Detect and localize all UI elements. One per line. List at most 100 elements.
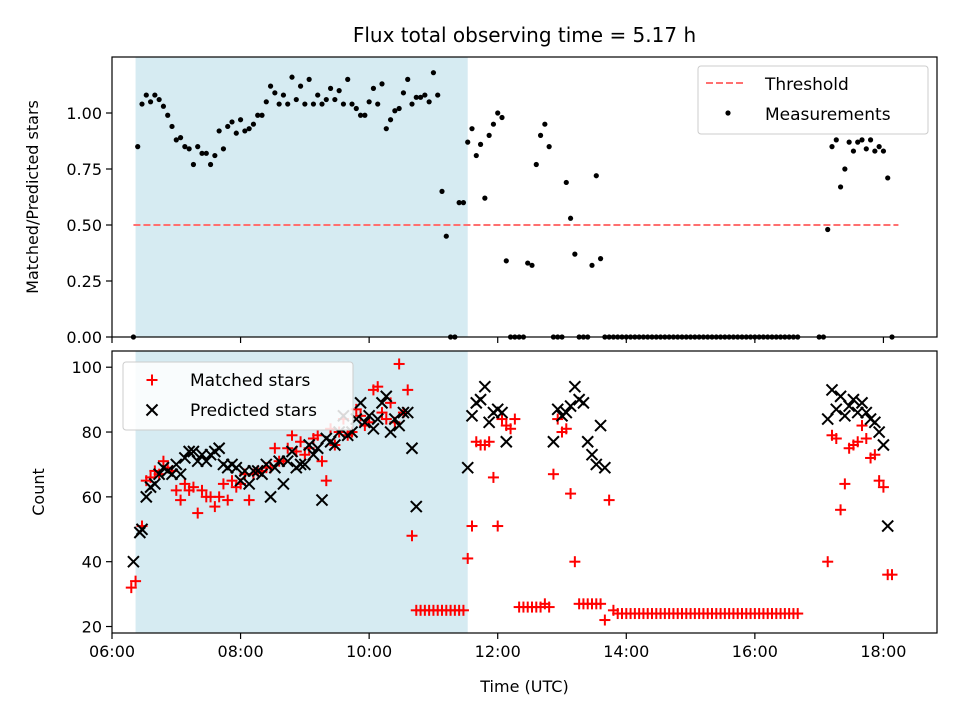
x-tick-label: 14:00 bbox=[603, 642, 649, 661]
predicted-star-point bbox=[397, 406, 410, 419]
measurement-point bbox=[190, 161, 197, 168]
y-tick-label: 100 bbox=[71, 358, 102, 377]
predicted-star-point bbox=[260, 458, 273, 471]
predicted-star-point bbox=[830, 403, 843, 416]
predicted-star-point bbox=[247, 464, 260, 478]
matched-star-point bbox=[393, 358, 405, 370]
count-legend: Matched stars Predicted stars bbox=[122, 361, 354, 431]
cross-stroke-b bbox=[838, 409, 852, 423]
measurement-point bbox=[169, 123, 175, 130]
cross-stroke-b bbox=[140, 490, 153, 504]
measurement-point bbox=[306, 76, 312, 82]
cross-stroke-b bbox=[277, 477, 290, 491]
predicted-star-point bbox=[367, 422, 380, 436]
predicted-star-point bbox=[277, 477, 290, 491]
matched-star-point bbox=[830, 433, 842, 445]
predicted-star-point bbox=[547, 435, 560, 448]
ratio-panel-frame bbox=[111, 56, 938, 338]
cross-stroke-b bbox=[307, 448, 320, 461]
measurement-point bbox=[473, 152, 479, 159]
predicted-star-point bbox=[474, 393, 487, 406]
cross-stroke-b bbox=[170, 458, 183, 471]
legend-matched-label: Matched stars bbox=[190, 371, 310, 391]
x-tick-label: 06:00 bbox=[89, 642, 135, 661]
predicted-star-point bbox=[281, 454, 294, 468]
matched-star-point bbox=[376, 407, 388, 419]
measurement-point bbox=[143, 92, 149, 98]
matched-star-point bbox=[226, 475, 238, 487]
matched-star-point bbox=[157, 455, 169, 467]
cross-stroke-b bbox=[401, 406, 414, 419]
measurement-point bbox=[233, 130, 239, 136]
predicted-star-point bbox=[847, 393, 860, 406]
ratio-x-ticks bbox=[111, 337, 885, 343]
matched-star-point bbox=[560, 423, 572, 435]
measurement-point bbox=[310, 101, 317, 107]
measurement-point bbox=[349, 101, 355, 107]
predicted-star-point bbox=[465, 409, 479, 423]
measurement-point bbox=[503, 258, 509, 264]
measurement-point bbox=[289, 74, 295, 80]
cross-stroke-b bbox=[860, 406, 873, 419]
measurement-point bbox=[323, 96, 329, 103]
predicted-star-point bbox=[174, 467, 187, 481]
matched-star-point bbox=[209, 501, 221, 513]
matched-star-point bbox=[385, 397, 397, 409]
y-tick-label: 80 bbox=[82, 423, 102, 442]
predicted-star-point bbox=[212, 442, 226, 455]
measurement-point bbox=[207, 161, 214, 168]
ratio-y-ticks: 0.00 0.25 0.50 0.75 1.00 bbox=[66, 104, 112, 347]
measurement-point bbox=[413, 94, 419, 100]
predicted-star-point bbox=[598, 461, 612, 474]
y-tick-label: 0.00 bbox=[66, 328, 102, 347]
measurement-point bbox=[255, 112, 261, 118]
predicted-star-point bbox=[234, 474, 247, 487]
cross-stroke-b bbox=[388, 412, 402, 426]
measurement-point bbox=[212, 152, 218, 159]
count-y-ticks: 20 40 60 80 100 bbox=[71, 358, 112, 637]
matched-star-point bbox=[869, 449, 881, 461]
cross-stroke-b bbox=[474, 393, 487, 406]
matched-star-point bbox=[569, 556, 581, 568]
x-tick-label: 16:00 bbox=[732, 642, 778, 661]
cross-stroke-b bbox=[242, 477, 256, 491]
measurement-point bbox=[867, 137, 874, 143]
legend-cross-marker bbox=[145, 403, 159, 417]
predicted-star-point bbox=[551, 403, 564, 416]
predicted-star-point bbox=[255, 467, 269, 481]
matched-star-point bbox=[125, 582, 137, 594]
predicted-star-point bbox=[401, 406, 414, 419]
measurement-point bbox=[837, 184, 844, 190]
matched-star-point bbox=[179, 478, 191, 490]
measurement-point bbox=[477, 141, 484, 147]
legend-matched-swatch bbox=[146, 374, 158, 386]
matched-star-point bbox=[175, 494, 187, 506]
x-tick-label: 10:00 bbox=[346, 642, 392, 661]
predicted-star-point bbox=[482, 416, 496, 429]
cross-stroke-b bbox=[230, 461, 243, 474]
chart-title: Flux total observing time = 5.17 h bbox=[353, 23, 696, 47]
cross-stroke-b bbox=[182, 445, 196, 458]
predicted-star-point bbox=[590, 458, 603, 471]
measurement-point bbox=[589, 262, 595, 268]
cross-stroke-b bbox=[145, 403, 159, 417]
cross-stroke-b bbox=[397, 406, 410, 419]
cross-stroke-b bbox=[461, 461, 474, 474]
measurement-point bbox=[885, 175, 891, 181]
cross-stroke-b bbox=[825, 383, 839, 397]
matched-star-point bbox=[595, 598, 607, 610]
measurement-point bbox=[297, 83, 304, 89]
matched-star-point bbox=[496, 413, 508, 425]
measurement-point bbox=[139, 101, 145, 107]
measurement-point bbox=[572, 251, 578, 257]
measurement-point bbox=[246, 126, 252, 132]
cross-stroke-b bbox=[581, 435, 594, 448]
measurement-point bbox=[417, 94, 424, 100]
matched-star-point bbox=[170, 484, 182, 496]
measurement-point bbox=[195, 144, 201, 150]
predicted-star-point bbox=[881, 519, 894, 533]
cross-stroke-b bbox=[354, 396, 367, 410]
cross-stroke-b bbox=[328, 438, 342, 452]
predicted-star-point bbox=[842, 399, 856, 413]
cross-stroke-b bbox=[375, 396, 389, 410]
